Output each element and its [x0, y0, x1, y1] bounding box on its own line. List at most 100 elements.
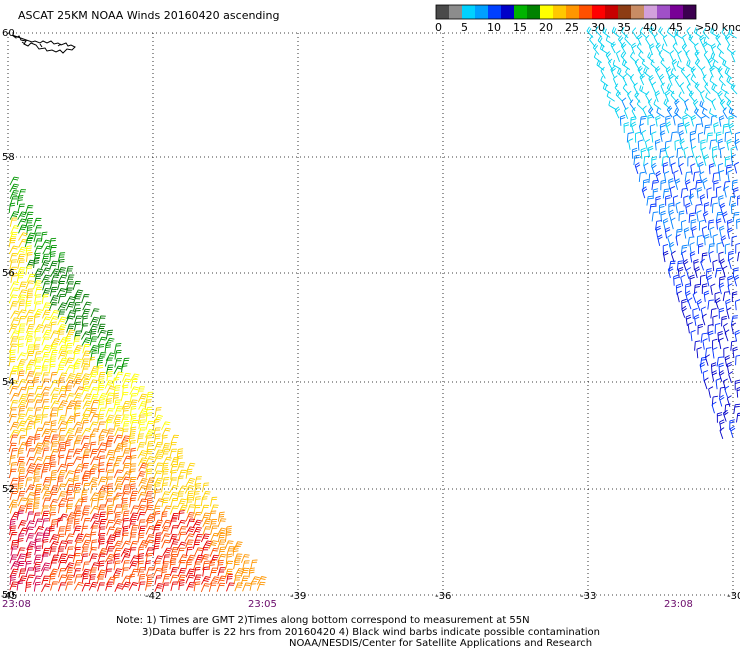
wind-barb	[89, 365, 99, 375]
wind-barb	[725, 164, 732, 175]
wind-barb	[176, 448, 184, 459]
wind-barb	[48, 343, 58, 353]
wind-barb	[120, 435, 131, 445]
wind-barb	[80, 413, 90, 423]
wind-barb	[105, 553, 115, 563]
wind-barb	[81, 294, 90, 304]
wind-barb	[185, 468, 193, 479]
wind-barb	[145, 567, 155, 577]
wind-barb	[684, 121, 690, 134]
wind-barb	[153, 519, 164, 529]
wind-barb	[42, 329, 52, 339]
wind-barb	[106, 546, 115, 556]
wind-barb	[81, 470, 91, 480]
wind-barb	[25, 399, 34, 409]
wind-barb	[716, 412, 723, 423]
wind-barb	[653, 99, 662, 110]
wind-barb	[9, 434, 18, 444]
wind-barb	[26, 359, 36, 369]
wind-barb	[8, 468, 17, 479]
wind-barb	[57, 442, 66, 452]
wind-barb	[718, 169, 725, 182]
wind-barb	[129, 497, 137, 508]
wind-barb	[639, 27, 647, 39]
wind-barb	[668, 73, 674, 86]
wind-barb	[673, 170, 679, 182]
wind-barb	[57, 293, 66, 304]
wind-barb	[130, 413, 137, 424]
wind-barb	[18, 568, 27, 578]
wind-barb	[33, 393, 43, 403]
wind-barb	[8, 237, 17, 248]
wind-barb	[680, 187, 688, 199]
wind-barb	[73, 294, 82, 304]
wind-barb	[50, 393, 59, 404]
colorbar-swatch	[501, 5, 514, 19]
wind-barb	[41, 372, 50, 382]
wind-barb	[65, 373, 76, 382]
wind-barb	[638, 123, 645, 135]
wind-barb	[88, 477, 99, 486]
wind-barb	[161, 449, 170, 459]
wind-barb	[256, 581, 266, 591]
wind-barb	[90, 483, 98, 494]
wind-barb	[225, 553, 233, 564]
wind-barb	[16, 267, 26, 277]
wind-barb	[639, 115, 647, 126]
wind-barb	[25, 533, 35, 543]
wind-barb	[121, 372, 131, 382]
wind-barb	[678, 210, 685, 222]
wind-barb	[82, 561, 90, 571]
wind-barb	[112, 448, 121, 459]
wind-barb	[25, 330, 34, 341]
wind-barb	[97, 553, 106, 563]
wind-barb	[82, 344, 90, 354]
wind-barb	[705, 354, 710, 366]
wind-barb	[193, 574, 202, 584]
wind-barb	[665, 195, 671, 206]
wind-barb	[234, 582, 244, 592]
wind-barb	[33, 268, 44, 278]
wind-barb	[97, 582, 106, 592]
wind-barb	[692, 291, 698, 304]
wind-barb	[615, 50, 621, 62]
wind-barb	[97, 442, 107, 452]
wind-barb	[178, 504, 188, 514]
wind-barb	[708, 330, 714, 342]
wind-barb	[25, 456, 35, 466]
wind-barb	[48, 505, 57, 515]
wind-barb	[700, 258, 705, 271]
wind-barb	[41, 538, 49, 550]
wind-barb	[161, 491, 171, 501]
wind-barb	[10, 511, 21, 521]
wind-barb	[129, 426, 137, 437]
wind-barb	[701, 146, 707, 159]
wind-barb	[690, 66, 696, 79]
wind-barb	[717, 66, 724, 78]
wind-barb	[701, 283, 708, 294]
wind-barb	[690, 219, 697, 230]
wind-barb	[161, 427, 171, 437]
wind-barb	[49, 244, 57, 255]
wind-barb	[57, 258, 65, 269]
wind-barb	[120, 548, 131, 557]
wind-barb	[50, 268, 60, 277]
wind-barb	[114, 371, 124, 381]
wind-barb	[64, 540, 73, 550]
wind-barb	[737, 195, 740, 206]
wind-barb	[34, 489, 41, 500]
wind-barb	[719, 202, 726, 215]
wind-barb	[633, 154, 640, 166]
wind-barb	[669, 155, 675, 167]
wind-barb	[74, 533, 84, 543]
wind-barb	[104, 568, 113, 579]
wind-barb	[701, 226, 708, 238]
wind-barb	[34, 273, 42, 284]
wind-barb	[65, 281, 74, 291]
wind-barb	[64, 287, 73, 297]
wind-barb	[32, 503, 40, 514]
wind-barb	[80, 442, 90, 452]
wind-barb	[106, 483, 114, 494]
wind-barb	[9, 253, 18, 263]
wind-barb	[18, 405, 26, 416]
